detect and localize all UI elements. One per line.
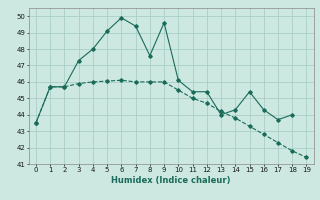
X-axis label: Humidex (Indice chaleur): Humidex (Indice chaleur) xyxy=(111,176,231,185)
